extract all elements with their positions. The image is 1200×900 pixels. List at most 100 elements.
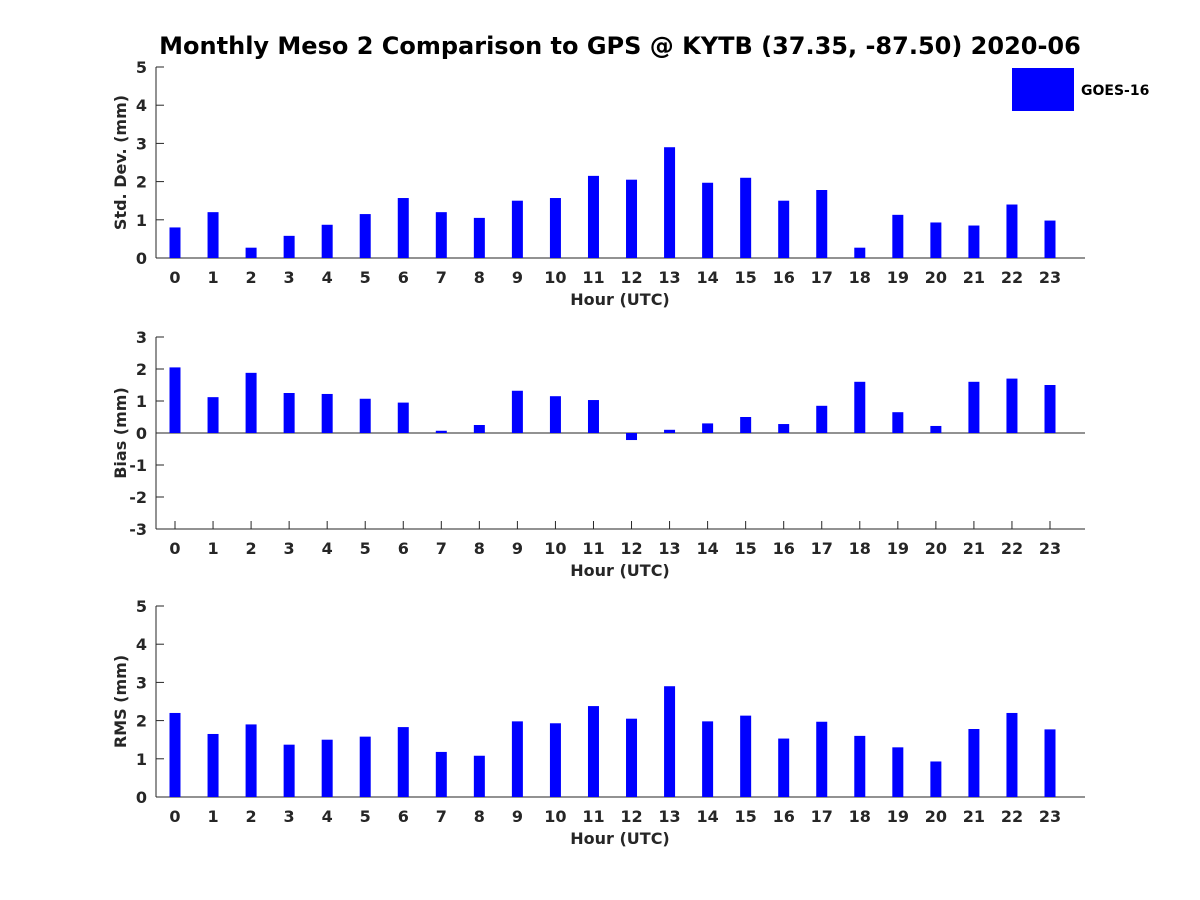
bar — [245, 724, 257, 797]
y-tick-label: -1 — [129, 456, 147, 475]
x-tick-label: 8 — [474, 539, 485, 558]
x-tick-label: 7 — [436, 539, 447, 558]
legend-label-goes-16: GOES-16 — [1081, 83, 1149, 99]
bar — [626, 718, 638, 797]
x-tick-label: 11 — [582, 539, 604, 558]
bar — [778, 200, 790, 258]
x-tick-label: 22 — [1001, 268, 1023, 287]
bar — [397, 198, 409, 258]
bar — [664, 147, 676, 258]
y-tick-label: -3 — [129, 520, 147, 539]
legend-swatch-goes-16 — [1012, 68, 1074, 111]
y-tick-label: -2 — [129, 488, 147, 507]
x-tick-label: 13 — [658, 539, 680, 558]
bar — [435, 430, 447, 433]
bar — [664, 686, 676, 797]
x-tick-label: 13 — [658, 807, 680, 826]
x-tick-label: 23 — [1039, 539, 1061, 558]
x-tick-label: 6 — [398, 268, 409, 287]
bar — [169, 367, 181, 433]
bar — [778, 738, 790, 797]
y-tick-label: 5 — [136, 58, 147, 77]
x-tick-label: 5 — [360, 268, 371, 287]
bar — [435, 751, 447, 797]
bar — [169, 227, 181, 258]
bar — [359, 736, 371, 797]
x-tick-label: 14 — [696, 268, 718, 287]
bar — [359, 214, 371, 258]
x-tick-label: 0 — [169, 539, 180, 558]
y-tick-label: 0 — [136, 249, 147, 268]
x-tick-label: 1 — [207, 807, 218, 826]
bar — [854, 735, 866, 797]
bar — [549, 723, 561, 797]
bar — [397, 727, 409, 797]
x-tick-label: 7 — [436, 807, 447, 826]
bar — [740, 417, 752, 433]
x-tick-label: 3 — [284, 807, 295, 826]
x-tick-label: 9 — [512, 268, 523, 287]
x-tick-label: 22 — [1001, 539, 1023, 558]
bar — [207, 212, 219, 258]
bar — [511, 200, 523, 258]
bar — [207, 733, 219, 797]
x-tick-label: 11 — [582, 268, 604, 287]
x-tick-label: 12 — [620, 539, 642, 558]
y-axis-label: Std. Dev. (mm) — [111, 95, 130, 230]
x-tick-label: 21 — [963, 539, 985, 558]
bar — [702, 721, 714, 797]
x-tick-label: 1 — [207, 268, 218, 287]
x-tick-label: 8 — [474, 807, 485, 826]
x-tick-label: 16 — [773, 539, 795, 558]
bar — [1006, 204, 1018, 258]
bar — [549, 396, 561, 433]
x-tick-label: 3 — [284, 539, 295, 558]
bar — [968, 225, 980, 258]
bar — [283, 744, 295, 797]
bar — [1006, 712, 1018, 797]
y-tick-label: 4 — [136, 635, 147, 654]
x-tick-label: 19 — [887, 268, 909, 287]
x-tick-label: 2 — [246, 807, 257, 826]
bar — [740, 715, 752, 797]
x-tick-label: 19 — [887, 807, 909, 826]
y-tick-label: 3 — [136, 134, 147, 153]
bar — [930, 425, 942, 433]
bar — [1044, 729, 1056, 797]
y-axis-label: Bias (mm) — [111, 387, 130, 479]
x-tick-label: 8 — [474, 268, 485, 287]
x-tick-label: 10 — [544, 539, 566, 558]
x-tick-label: 3 — [284, 268, 295, 287]
bar — [283, 393, 295, 433]
bar — [359, 398, 371, 433]
bar — [245, 372, 257, 433]
bar — [587, 706, 599, 797]
x-tick-label: 17 — [811, 268, 833, 287]
x-tick-label: 5 — [360, 807, 371, 826]
x-tick-label: 4 — [322, 539, 333, 558]
y-tick-label: 3 — [136, 328, 147, 347]
y-tick-label: 1 — [136, 211, 147, 230]
x-tick-label: 22 — [1001, 807, 1023, 826]
x-tick-label: 23 — [1039, 807, 1061, 826]
x-tick-label: 14 — [696, 807, 718, 826]
x-tick-label: 21 — [963, 268, 985, 287]
x-tick-label: 5 — [360, 539, 371, 558]
bar — [397, 402, 409, 433]
x-tick-label: 14 — [696, 539, 718, 558]
bar — [816, 405, 828, 433]
x-tick-label: 6 — [398, 539, 409, 558]
bar — [321, 393, 333, 433]
x-tick-label: 13 — [658, 268, 680, 287]
legend: GOES-16 — [1012, 68, 1149, 111]
bar — [702, 182, 714, 258]
x-tick-label: 11 — [582, 807, 604, 826]
x-tick-label: 16 — [773, 268, 795, 287]
x-tick-label: 0 — [169, 807, 180, 826]
x-tick-label: 9 — [512, 539, 523, 558]
